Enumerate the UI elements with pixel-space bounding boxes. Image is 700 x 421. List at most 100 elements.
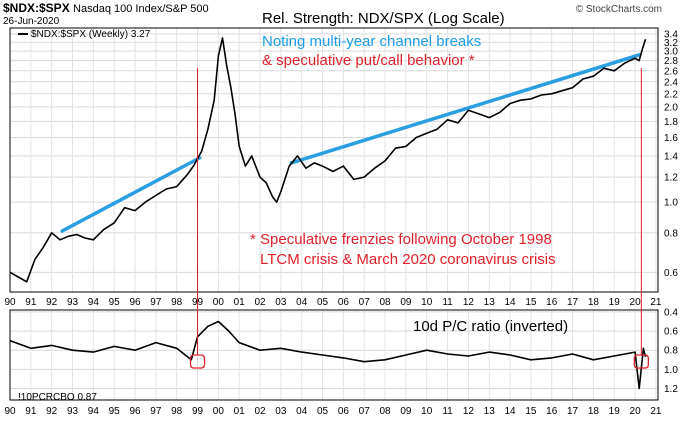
x-tick-label: 04 bbox=[296, 297, 308, 308]
annotation-red: & speculative put/call behavior * bbox=[262, 52, 475, 69]
x-tick-label: 18 bbox=[588, 406, 600, 417]
x-tick-label: 19 bbox=[609, 406, 621, 417]
x-tick-label: 06 bbox=[338, 297, 350, 308]
event-box bbox=[189, 354, 206, 369]
trend-lines bbox=[60, 53, 641, 233]
x-tick-label: 10 bbox=[421, 406, 433, 417]
x-tick-label: 08 bbox=[379, 406, 391, 417]
x-tick-label: 95 bbox=[109, 297, 121, 308]
x-tick-label: 13 bbox=[484, 297, 496, 308]
x-tick-label: 08 bbox=[379, 297, 391, 308]
y-tick-label: 1.2 bbox=[664, 384, 678, 395]
annotation-blue: Noting multi-year channel breaks bbox=[262, 33, 482, 50]
y-tick-label: 3.0 bbox=[664, 47, 678, 58]
x-tick-label: 12 bbox=[463, 297, 475, 308]
annotation-title: Rel. Strength: NDX/SPX (Log Scale) bbox=[262, 10, 505, 27]
x-tick-label: 14 bbox=[505, 297, 517, 308]
x-tick-label: 96 bbox=[129, 297, 141, 308]
x-tick-label: 10 bbox=[421, 297, 433, 308]
x-tick-label: 91 bbox=[25, 297, 37, 308]
x-tick-label: 02 bbox=[254, 297, 266, 308]
y-tick-label: 2.4 bbox=[664, 77, 678, 88]
x-tick-label: 94 bbox=[88, 297, 100, 308]
x-tick-label: 09 bbox=[400, 297, 412, 308]
y-tick-label: 1.2 bbox=[664, 173, 678, 184]
x-tick-label: 98 bbox=[171, 297, 183, 308]
x-tick-label: 97 bbox=[150, 297, 162, 308]
ratio-line bbox=[9, 37, 647, 283]
y-tick-label: 2.0 bbox=[664, 102, 678, 113]
x-tick-label: 07 bbox=[359, 297, 371, 308]
y-tick-label: 1.0 bbox=[664, 365, 678, 376]
x-tick-label: 21 bbox=[650, 297, 662, 308]
y-tick-label: 1.4 bbox=[664, 151, 678, 162]
y-tick-label: 2.6 bbox=[664, 66, 678, 77]
annotation-footnote-line1: * Speculative frenzies following October… bbox=[250, 231, 552, 248]
main-y-ticks: 0.60.81.01.21.41.61.82.02.22.42.62.83.03… bbox=[664, 29, 678, 278]
chart-description: Nasdaq 100 Index/S&P 500 bbox=[73, 3, 209, 15]
x-tick-label: 94 bbox=[88, 406, 100, 417]
annotation-footnote: * Speculative frenzies following October… bbox=[250, 230, 556, 270]
x-tick-label: 92 bbox=[46, 297, 58, 308]
pc-line bbox=[9, 320, 647, 390]
x-tick-label: 01 bbox=[234, 297, 246, 308]
x-tick-label: 00 bbox=[213, 297, 225, 308]
x-tick-label: 14 bbox=[505, 406, 517, 417]
event-box bbox=[633, 354, 649, 369]
pc-y-ticks: 0.4 0.6 0.8 1.0 1.2 bbox=[664, 307, 678, 395]
annotation-footnote-line2: LTCM crisis & March 2020 coronavirus cri… bbox=[260, 251, 556, 268]
pc-x-ticks: 90 91 92 93 94 95 96 97 98 99 00 01 02 03 04 05 06 07 08 09… bbox=[4, 406, 661, 417]
main-x-ticks: 90 91 92 93 94 95 96 97 98 99 00 01 02 03 04 05 06 07 08 09… bbox=[4, 297, 661, 308]
main-panel-frame bbox=[9, 27, 659, 293]
x-tick-label: 96 bbox=[129, 406, 141, 417]
x-tick-label: 03 bbox=[275, 297, 287, 308]
y-tick-label: 2.8 bbox=[664, 56, 678, 67]
x-tick-label: 05 bbox=[317, 297, 329, 308]
brand-watermark: © StockCharts.com bbox=[575, 4, 662, 15]
y-tick-label: 3.4 bbox=[664, 29, 678, 40]
y-tick-label: 0.6 bbox=[664, 327, 678, 338]
pc-series bbox=[9, 320, 647, 390]
main-legend: $NDX:$SPX (Weekly) 3.27 bbox=[18, 29, 150, 40]
y-tick-label: 1.0 bbox=[664, 198, 678, 209]
x-tick-label: 98 bbox=[171, 406, 183, 417]
pc-panel-grid bbox=[9, 310, 658, 400]
x-tick-label: 09 bbox=[400, 406, 412, 417]
pc-panel-frame bbox=[9, 309, 659, 401]
event-markers bbox=[189, 68, 649, 369]
x-tick-label: 06 bbox=[338, 406, 350, 417]
x-tick-label: 15 bbox=[525, 406, 537, 417]
x-tick-label: 95 bbox=[109, 406, 121, 417]
annotation-pc-label: 10d P/C ratio (inverted) bbox=[413, 318, 569, 335]
y-tick-label: 0.8 bbox=[664, 346, 678, 357]
x-tick-label: 18 bbox=[588, 297, 600, 308]
pc-legend: !10PCRCBO 0.87 bbox=[18, 392, 97, 403]
x-tick-label: 16 bbox=[546, 406, 558, 417]
x-tick-label: 04 bbox=[296, 406, 308, 417]
x-tick-label: 99 bbox=[192, 297, 204, 308]
x-tick-label: 17 bbox=[567, 297, 579, 308]
y-tick-label: 0.6 bbox=[664, 268, 678, 279]
chart-symbol: $NDX:$SPX Nasdaq 100 Index/S&P 500 bbox=[3, 1, 209, 15]
x-tick-label: 17 bbox=[567, 406, 579, 417]
x-tick-label: 93 bbox=[67, 297, 79, 308]
x-tick-label: 93 bbox=[67, 406, 79, 417]
y-tick-label: 1.6 bbox=[664, 133, 678, 144]
x-tick-label: 20 bbox=[630, 297, 642, 308]
x-tick-label: 20 bbox=[630, 406, 642, 417]
trend-line bbox=[289, 53, 641, 165]
y-tick-label: 0.4 bbox=[664, 307, 678, 318]
x-tick-label: 11 bbox=[442, 406, 453, 417]
x-tick-label: 03 bbox=[275, 406, 287, 417]
y-tick-label: 0.8 bbox=[664, 228, 678, 239]
x-tick-label: 19 bbox=[609, 297, 621, 308]
ratio-series bbox=[9, 37, 647, 283]
x-tick-label: 01 bbox=[234, 406, 246, 417]
x-tick-label: 00 bbox=[213, 406, 225, 417]
x-tick-label: 05 bbox=[317, 406, 329, 417]
y-tick-label: 2.2 bbox=[664, 89, 678, 100]
x-tick-label: 07 bbox=[359, 406, 371, 417]
x-tick-label: 02 bbox=[254, 406, 266, 417]
y-tick-label: 3.2 bbox=[664, 38, 678, 49]
